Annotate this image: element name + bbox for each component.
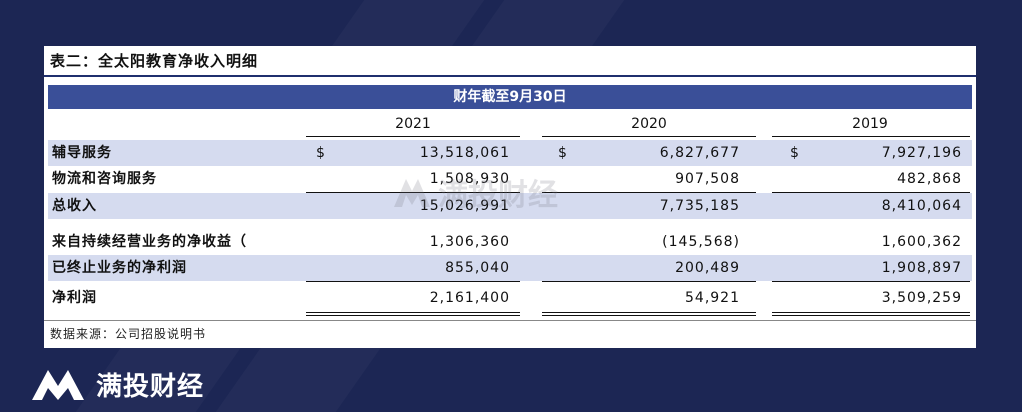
value-2019: 482,868	[897, 171, 962, 187]
subtotal-rule	[772, 281, 970, 282]
value-2021: 15,026,991	[419, 198, 510, 214]
value-2021: 13,518,061	[419, 145, 510, 161]
subtotal-rule	[306, 281, 520, 282]
table-row: 已终止业务的净利润 855,040 200,489 1,908,897	[48, 255, 972, 281]
year-rule	[542, 136, 756, 137]
brand-logo: 满投财经	[30, 364, 204, 404]
table-row: 来自持续经营业务的净收益（ 1,306,360 (145,568) 1,600,…	[48, 229, 972, 255]
table-card: 表二：全太阳教育净收入明细 财年截至9月30日 2021 2020 2019 辅…	[44, 46, 976, 348]
year-rule	[306, 136, 520, 137]
value-2020: 907,508	[675, 171, 740, 187]
table-row: 总收入 15,026,991 7,735,185 8,410,064	[48, 193, 972, 219]
value-2020: 54,921	[685, 290, 740, 306]
subtotal-rule	[542, 281, 756, 282]
row-label: 净利润	[52, 290, 97, 306]
total-double-rule	[542, 312, 756, 313]
year-header-2021: 2021	[395, 116, 431, 132]
value-2020: 6,827,677	[659, 145, 740, 161]
total-double-rule	[306, 312, 520, 313]
total-double-rule	[772, 312, 970, 313]
value-2019: 7,927,196	[881, 145, 962, 161]
currency-symbol: $	[790, 145, 799, 161]
table-row: 辅导服务 $ 13,518,061 $ 6,827,677 $ 7,927,19…	[48, 140, 972, 166]
year-rule	[772, 136, 970, 137]
value-2021: 2,161,400	[429, 290, 510, 306]
subtotal-rule	[306, 192, 520, 193]
row-label: 物流和咨询服务	[52, 171, 157, 187]
subtotal-rule	[542, 192, 756, 193]
total-double-rule	[772, 315, 970, 316]
total-double-rule	[542, 315, 756, 316]
value-2019: 3,509,259	[881, 290, 962, 306]
currency-symbol: $	[316, 145, 325, 161]
year-header-2019: 2019	[852, 116, 888, 132]
value-2021: 1,508,930	[429, 171, 510, 187]
value-2020: 200,489	[675, 260, 740, 276]
year-header-2020: 2020	[631, 116, 667, 132]
value-2020: (145,568)	[662, 234, 740, 250]
source-rule	[44, 320, 976, 321]
total-double-rule	[306, 315, 520, 316]
table-row: 净利润 2,161,400 54,921 3,509,259	[48, 285, 972, 311]
source-note: 数据来源：公司招股说明书	[50, 327, 207, 341]
row-label: 来自持续经营业务的净收益（	[52, 234, 247, 250]
row-label: 已终止业务的净利润	[52, 260, 187, 276]
brand-logo-icon	[32, 370, 84, 400]
table-row: 物流和咨询服务 1,508,930 907,508 482,868	[48, 166, 972, 192]
title-rule	[44, 75, 976, 77]
table-title: 表二：全太阳教育净收入明细	[50, 52, 259, 70]
value-2019: 1,600,362	[881, 234, 962, 250]
value-2019: 1,908,897	[881, 260, 962, 276]
value-2021: 1,306,360	[429, 234, 510, 250]
brand-name: 满投财经	[96, 371, 205, 402]
value-2021: 855,040	[445, 260, 510, 276]
row-label: 总收入	[52, 198, 97, 214]
value-2020: 7,735,185	[659, 198, 740, 214]
subtotal-rule	[772, 192, 970, 193]
row-label: 辅导服务	[52, 145, 112, 161]
currency-symbol: $	[558, 145, 567, 161]
value-2019: 8,410,064	[881, 198, 962, 214]
period-header: 财年截至9月30日	[48, 85, 972, 109]
